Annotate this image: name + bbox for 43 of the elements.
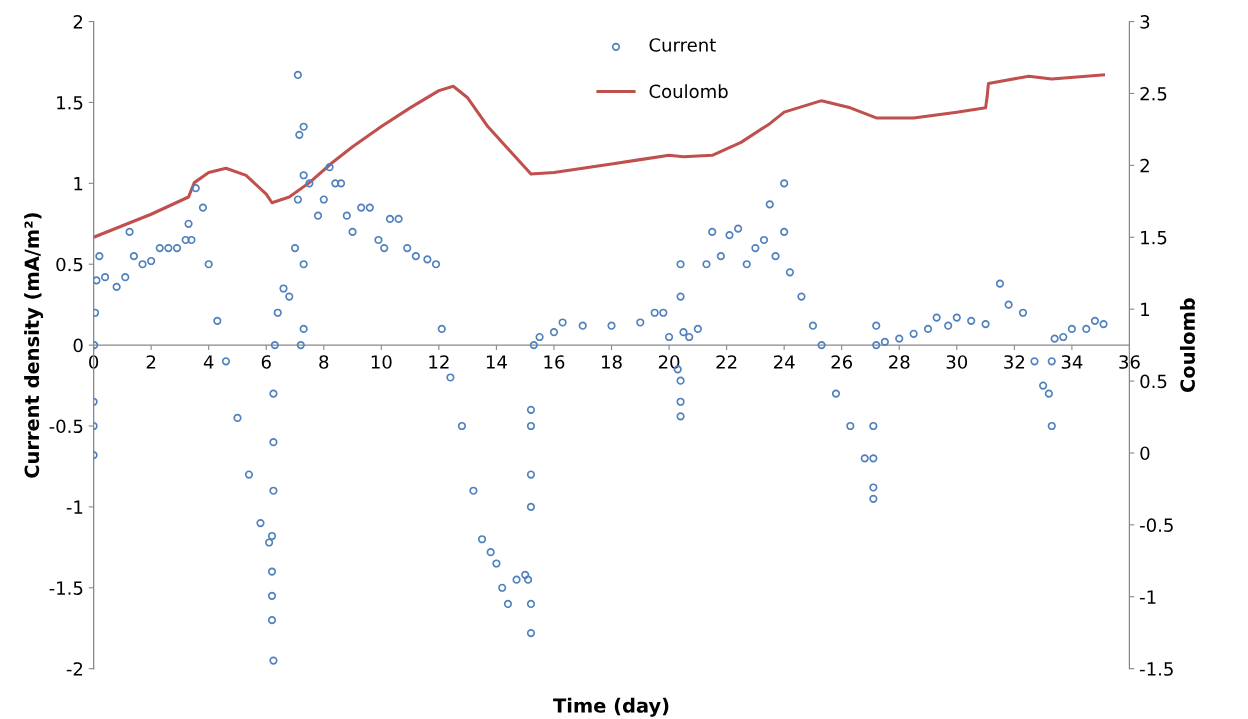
x-tick-label: 24 bbox=[774, 355, 795, 369]
y-tick-label: 2 bbox=[73, 15, 83, 29]
y2-tick-label: 1 bbox=[1141, 302, 1149, 317]
x-tick-label: 6 bbox=[261, 355, 271, 369]
x-tick-label: 12 bbox=[429, 355, 449, 369]
legend-label: Current bbox=[649, 38, 716, 52]
x-tick-label: 4 bbox=[203, 355, 214, 369]
y-tick-label: 0 bbox=[73, 338, 83, 353]
y2-tick-label: 0.5 bbox=[1140, 374, 1167, 389]
y2-tick-label: -0.5 bbox=[1140, 518, 1173, 532]
x-tick-label: 32 bbox=[1004, 355, 1025, 369]
x-axis-title: Time (day) bbox=[553, 697, 669, 717]
y-axis-title: Current density (mA/m²) bbox=[24, 213, 44, 478]
y2-tick-label: -1.5 bbox=[1140, 662, 1173, 676]
x-tick-label: 16 bbox=[544, 355, 565, 369]
y2-tick-label: 0 bbox=[1140, 446, 1150, 461]
x-tick-label: 20 bbox=[658, 355, 680, 369]
y-tick-label: 1 bbox=[74, 177, 83, 191]
x-tick-label: 2 bbox=[146, 355, 156, 369]
y2-tick-label: 2 bbox=[1140, 158, 1149, 173]
y2-tick-label: 3 bbox=[1140, 15, 1150, 29]
legend-label: Coulomb bbox=[649, 84, 728, 99]
y-tick-label: 0.5 bbox=[56, 257, 83, 272]
x-tick-label: 10 bbox=[371, 355, 392, 369]
x-tick-label: 22 bbox=[716, 355, 737, 369]
x-tick-label: 28 bbox=[889, 355, 910, 369]
x-tick-label: 34 bbox=[1061, 355, 1083, 369]
x-tick-label: 30 bbox=[946, 355, 968, 369]
y-tick-label: -2 bbox=[66, 662, 83, 676]
x-tick-label: 0 bbox=[89, 355, 99, 369]
x-tick-label: 36 bbox=[1119, 355, 1140, 369]
x-tick-label: 8 bbox=[319, 355, 329, 369]
y-tick-label: -1.5 bbox=[49, 581, 83, 595]
y2-tick-label: 1.5 bbox=[1141, 230, 1167, 245]
y2-axis-title: Coulomb bbox=[1179, 298, 1195, 392]
y-tick-label: 1.5 bbox=[57, 96, 83, 110]
y-tick-label: -1 bbox=[66, 500, 83, 514]
x-tick-label: 18 bbox=[602, 355, 622, 369]
x-tick-label: 26 bbox=[831, 355, 853, 369]
x-tick-label: 14 bbox=[486, 355, 507, 369]
y2-tick-label: 2.5 bbox=[1140, 86, 1167, 101]
y2-tick-label: -1 bbox=[1140, 590, 1156, 604]
y-tick-label: -0.5 bbox=[49, 419, 83, 434]
